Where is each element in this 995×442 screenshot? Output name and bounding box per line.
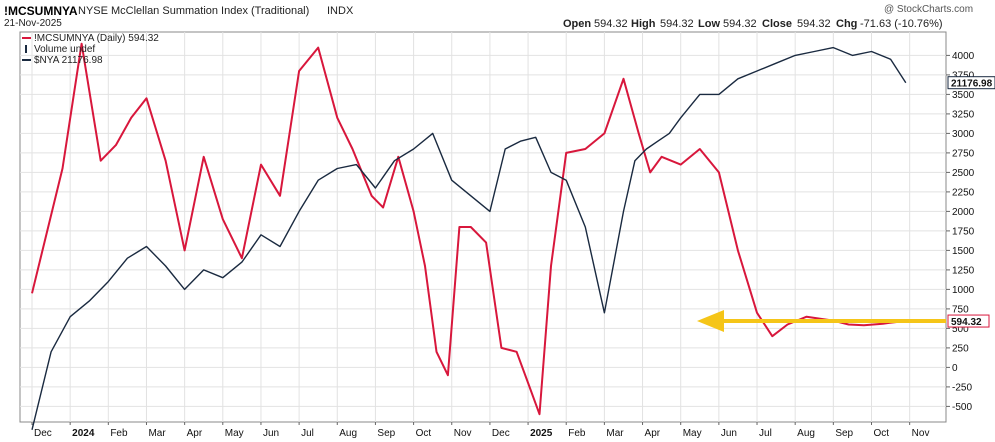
x-tick-label: Feb — [568, 428, 586, 439]
open-value: 594.32 — [594, 18, 628, 30]
y-tick-label: 2750 — [952, 148, 975, 159]
summation-value-label: 594.32 — [951, 317, 982, 328]
plot-area — [19, 31, 947, 423]
y-tick-label: 1250 — [952, 265, 975, 276]
close-value: 594.32 — [797, 18, 831, 30]
x-tick-label: Jun — [721, 428, 737, 439]
y-tick-label: 1000 — [952, 285, 975, 296]
y-tick-label: 1500 — [952, 246, 975, 257]
y-tick-label: -250 — [952, 382, 972, 393]
legend-text-volume: Volume undef — [34, 44, 96, 55]
low-label: Low — [698, 18, 720, 30]
x-tick-label: Aug — [797, 428, 815, 439]
x-tick-label: May — [683, 428, 702, 439]
legend-swatch-summation — [22, 37, 31, 40]
x-tick-label: Apr — [645, 428, 661, 439]
summation-value-box — [947, 314, 990, 328]
legend-item-volume: Volume undef — [22, 44, 159, 55]
chg-label: Chg — [836, 18, 858, 30]
chart-header: !MCSUMNYA NYSE McClellan Summation Index… — [0, 0, 995, 32]
chg-value: -71.63 (-10.76%) — [860, 18, 943, 30]
symbol-label: !MCSUMNYA — [4, 4, 78, 18]
x-tick-label: Jul — [759, 428, 772, 439]
x-tick-label: Mar — [148, 428, 166, 439]
legend-swatch-volume — [25, 45, 27, 54]
x-tick-label: Mar — [606, 428, 624, 439]
x-tick-label: 2024 — [72, 428, 95, 439]
x-tick-label: Apr — [187, 428, 203, 439]
y-tick-label: 250 — [952, 343, 969, 354]
date-label: 21-Nov-2025 — [4, 18, 62, 29]
copyright-label: @ StockCharts.com — [884, 4, 974, 15]
legend-text-summation: !MCSUMNYA (Daily) 594.32 — [34, 33, 159, 44]
y-tick-label: -500 — [952, 402, 972, 413]
x-tick-label: May — [225, 428, 244, 439]
x-tick-label: Sep — [835, 428, 853, 439]
y-tick-label: 3000 — [952, 129, 975, 140]
index-description: NYSE McClellan Summation Index (Traditio… — [78, 5, 310, 17]
y-tick-label: 3250 — [952, 109, 975, 120]
arrow-head — [697, 310, 724, 333]
y-tick-label: 750 — [952, 304, 969, 315]
chart-legend: !MCSUMNYA (Daily) 594.32 Volume undef $N… — [22, 33, 159, 66]
x-tick-label: Feb — [110, 428, 128, 439]
x-tick-label: Sep — [377, 428, 395, 439]
legend-text-nya: $NYA 21176.98 — [34, 55, 103, 66]
y-tick-label: 500 — [952, 324, 969, 335]
y-tick-label: 4000 — [952, 51, 975, 62]
low-value: 594.32 — [723, 18, 757, 30]
x-tick-label: Oct — [416, 428, 432, 439]
legend-swatch-nya — [22, 59, 31, 62]
y-tick-label: 0 — [952, 363, 958, 374]
y-tick-label: 3500 — [952, 90, 975, 101]
x-tick-label: Jul — [301, 428, 314, 439]
x-tick-label: Dec — [34, 428, 52, 439]
high-value: 594.32 — [660, 18, 694, 30]
x-tick-label: Oct — [873, 428, 889, 439]
x-tick-label: Nov — [454, 428, 472, 439]
open-label: Open — [563, 18, 592, 30]
close-label: Close — [762, 18, 792, 30]
y-tick-label: 3750 — [952, 70, 975, 81]
x-tick-label: Jun — [263, 428, 279, 439]
x-tick-label: Dec — [492, 428, 510, 439]
y-tick-label: 2000 — [952, 207, 975, 218]
x-tick-label: Aug — [339, 428, 357, 439]
nya-value-box — [947, 76, 995, 90]
nya-value-label: 21176.98 — [951, 79, 993, 90]
legend-item-summation: !MCSUMNYA (Daily) 594.32 — [22, 33, 159, 44]
y-tick-label: 2500 — [952, 168, 975, 179]
summation-index-line — [31, 42, 906, 416]
nya-index-line — [31, 46, 907, 430]
exchange-label: INDX — [327, 5, 354, 17]
y-tick-label: 2250 — [952, 187, 975, 198]
y-tick-label: 1750 — [952, 226, 975, 237]
legend-item-nya: $NYA 21176.98 — [22, 55, 159, 66]
x-tick-label: 2025 — [530, 428, 553, 439]
x-tick-label: Nov — [912, 428, 930, 439]
high-label: High — [631, 18, 656, 30]
